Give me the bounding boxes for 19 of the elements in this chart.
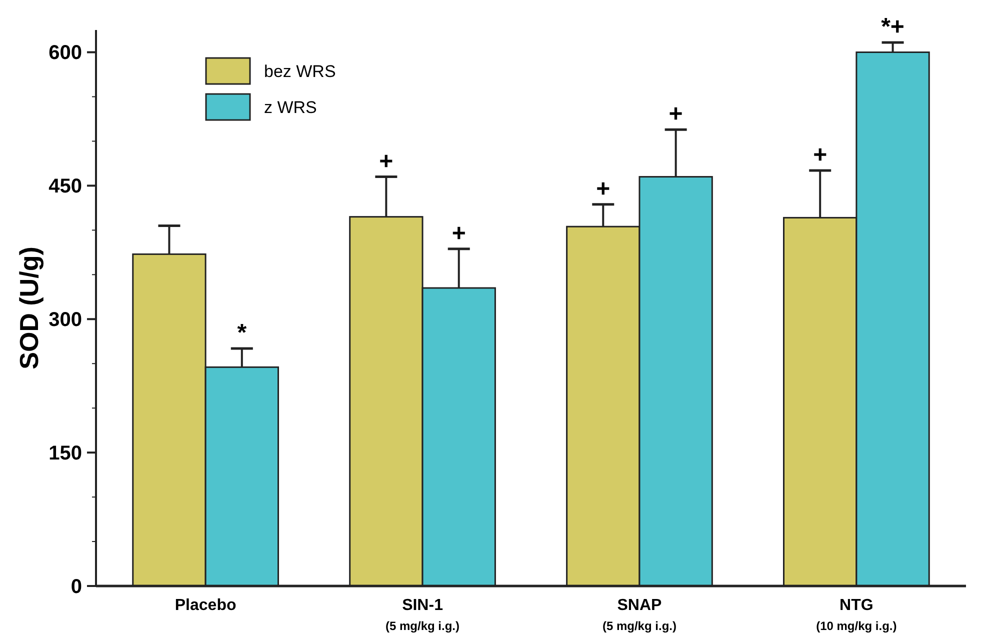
y-axis-title: SOD (U/g) [14, 246, 44, 370]
y-tick-label: 300 [48, 309, 82, 332]
data-label: * [237, 319, 248, 346]
data-label: + [668, 100, 683, 128]
data-label: + [813, 142, 828, 169]
data-label: + [596, 175, 610, 202]
x-tick-label: Placebo [174, 597, 236, 614]
data-label: + [452, 220, 466, 247]
y-tick-label: 450 [48, 176, 82, 198]
y-tick-label: 150 [48, 442, 82, 465]
x-tick-label: NTG (10 mg/kg i.g.) [816, 597, 897, 633]
legend-label: z WRS [264, 98, 317, 117]
x-tick-label: SIN-1 (5 mg/kg i.g.) [386, 597, 460, 633]
y-tick-label: 600 [48, 42, 82, 64]
y-tick-label: 0 [70, 576, 82, 598]
legend-label: bez WRS [264, 62, 336, 81]
data-label: + [379, 148, 394, 175]
x-tick-label: SNAP (5 mg/kg i.g.) [602, 597, 676, 633]
data-label: *+ [881, 13, 904, 40]
